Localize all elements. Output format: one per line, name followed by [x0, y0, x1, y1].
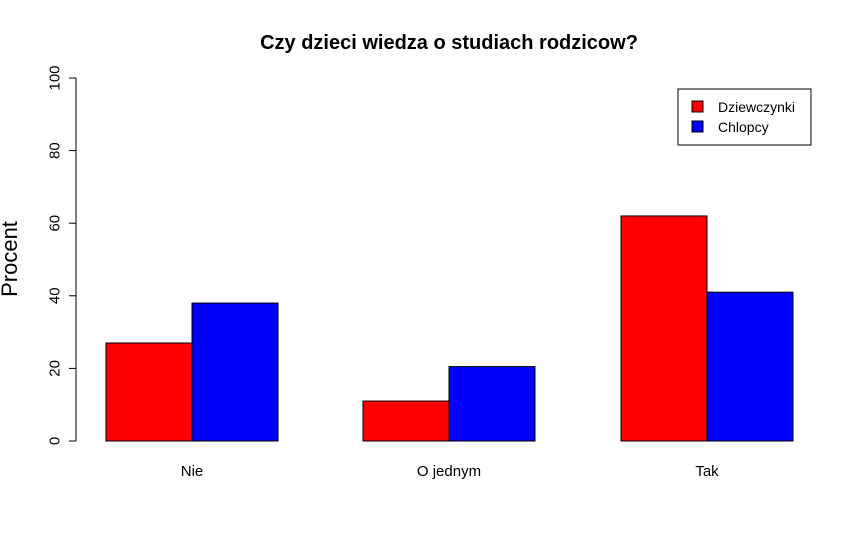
- bar-dziewczynki-o-jednym: [362, 400, 450, 442]
- y-axis: 0 20 40 60 80 100: [46, 65, 77, 445]
- bar-chlopcy-o-jednym: [448, 366, 536, 442]
- legend-swatch-dziewczynki: [691, 100, 704, 113]
- x-category-label: Tak: [695, 463, 719, 480]
- bar-chlopcy-nie: [191, 302, 279, 442]
- y-tick-label: 80: [46, 142, 63, 159]
- chart-title: Czy dzieci wiedza o studiach rodzicow?: [260, 32, 638, 54]
- y-tick-label: 100: [46, 65, 63, 90]
- bar-group: [105, 215, 794, 442]
- legend-label-chlopcy: Chlopcy: [718, 119, 769, 135]
- bar-dziewczynki-tak: [620, 215, 708, 442]
- x-category-label: Nie: [181, 463, 204, 480]
- y-tick-label: 60: [46, 215, 63, 232]
- y-tick-label: 0: [46, 437, 63, 445]
- category-labels: Nie O jednym Tak: [181, 463, 719, 480]
- bar-dziewczynki-nie: [105, 342, 193, 442]
- legend-swatch-chlopcy: [691, 120, 704, 133]
- y-tick-label: 40: [46, 287, 63, 304]
- bar-chlopcy-tak: [706, 291, 794, 442]
- legend: Dziewczynki Chlopcy: [677, 88, 812, 146]
- legend-box: [677, 88, 812, 146]
- y-axis-label: Procent: [0, 221, 22, 297]
- legend-label-dziewczynki: Dziewczynki: [718, 99, 795, 115]
- x-category-label: O jednym: [417, 463, 481, 480]
- y-tick-label: 20: [46, 360, 63, 377]
